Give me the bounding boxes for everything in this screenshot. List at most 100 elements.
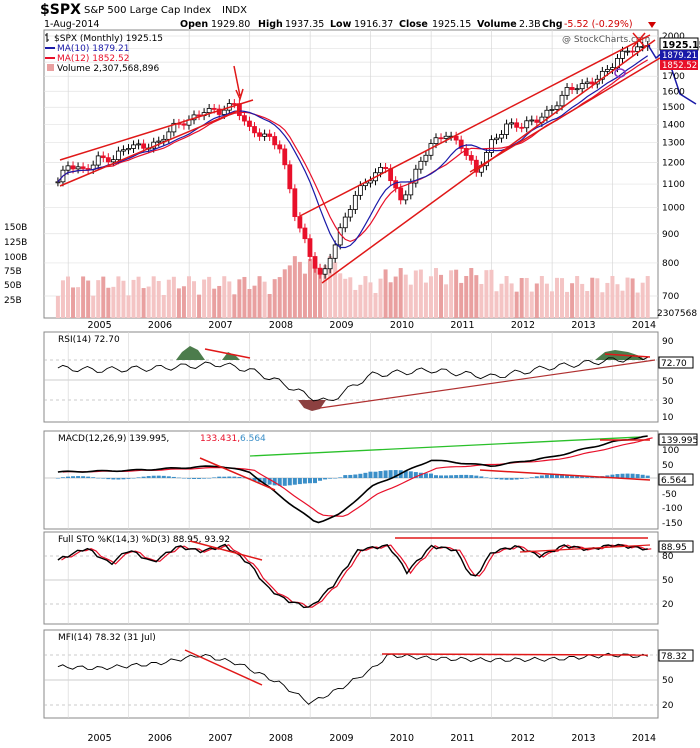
rsi-tick: 90 xyxy=(662,337,674,347)
volume-bar xyxy=(282,269,287,318)
candle-body xyxy=(105,157,111,163)
macd-hist-bar xyxy=(242,477,247,479)
rsi-tick: 30 xyxy=(662,397,674,407)
macd-title-hist: 6.564 xyxy=(240,434,266,444)
macd-title-signal: 133.431, xyxy=(200,434,240,444)
chart-header: $SPX S&P 500 Large Cap Index INDX 1-Aug-… xyxy=(40,2,656,30)
sto-k-line xyxy=(57,543,648,609)
macd-hist-bar xyxy=(212,477,217,478)
index-name: S&P 500 Large Cap Index xyxy=(84,5,211,16)
volume-bar xyxy=(81,276,86,318)
rsi-trendline-top-2007 xyxy=(204,348,251,359)
macd-tick: -150 xyxy=(662,519,683,529)
candle-body xyxy=(352,194,358,210)
macd-hist-bar xyxy=(549,474,554,478)
volume-bar xyxy=(292,256,297,318)
volume-bar xyxy=(272,279,277,318)
volume-bar xyxy=(338,273,343,318)
x-tick-label-top: 2010 xyxy=(390,320,414,331)
x-tick-label-top: 2013 xyxy=(571,320,595,331)
trendline-2005-2007-bottom xyxy=(59,109,241,187)
macd-hist-bar xyxy=(227,476,232,478)
volume-bar xyxy=(413,270,418,318)
macd-hist-bar xyxy=(494,478,499,480)
candle-body xyxy=(378,167,383,174)
volume-bar xyxy=(227,281,232,318)
close-value: 1925.15 xyxy=(432,19,471,30)
volume-legend-label: Volume 2,307,568,896 xyxy=(57,64,159,74)
macd-hist-bar xyxy=(590,476,595,478)
macd-hist-bar xyxy=(484,477,489,478)
low-label: Low xyxy=(330,19,352,30)
macd-hist-bar xyxy=(222,476,227,478)
sto-tick: 50 xyxy=(662,576,674,586)
macd-hist-bar xyxy=(232,476,237,478)
volume-tick: 75B xyxy=(4,267,22,277)
candle-body xyxy=(267,133,273,137)
macd-panel: MACD(12,26,9) 139.995, 133.431, 6.564 10… xyxy=(43,430,698,530)
candle-body xyxy=(75,166,81,170)
macd-hist-bar xyxy=(252,478,257,482)
candle-body xyxy=(136,143,141,146)
last-ma10-box xyxy=(660,50,698,60)
macd-hist-bar xyxy=(348,474,353,478)
macd-hist-bar xyxy=(146,476,151,478)
candle-body xyxy=(418,160,424,170)
volume-bar xyxy=(524,277,529,318)
sto-last-label: 88.95 xyxy=(661,543,687,553)
macd-hist-bar xyxy=(55,478,60,479)
mfi-tick: 20 xyxy=(662,701,674,711)
macd-hist-bar xyxy=(91,477,96,478)
candle-body xyxy=(322,268,328,275)
macd-hist-bar xyxy=(423,473,428,478)
volume-bar xyxy=(615,284,620,318)
down-triangle-icon xyxy=(648,22,656,28)
last-price-label: 1925.15 xyxy=(662,40,700,51)
macd-hist-bar xyxy=(620,473,625,478)
macd-hist-bar xyxy=(645,475,650,478)
volume-bar xyxy=(151,276,156,318)
candle-body xyxy=(398,187,404,201)
macd-hist-bar xyxy=(313,478,318,484)
macd-hist-bar xyxy=(151,475,156,478)
macd-hist-bar xyxy=(403,470,408,478)
price-tick: 1400 xyxy=(662,120,685,130)
macd-hist-bar xyxy=(469,475,474,478)
volume-bar xyxy=(590,277,595,318)
volume-bar xyxy=(353,289,358,318)
volume-bar xyxy=(348,277,353,318)
candle-body xyxy=(529,119,535,122)
candle-body xyxy=(584,81,590,85)
volume-bar xyxy=(363,276,368,318)
candle-body xyxy=(65,165,71,171)
macd-hist-trendline xyxy=(479,469,651,481)
macd-hist-bar xyxy=(60,477,65,478)
macd-hist-bar xyxy=(81,476,86,478)
price-tick: 1000 xyxy=(662,204,685,214)
candle-body xyxy=(327,257,333,270)
volume-bar xyxy=(549,291,554,318)
volume-legend-swatch xyxy=(47,64,54,71)
macd-hist-bar xyxy=(610,474,615,478)
candle-body xyxy=(70,165,76,170)
macd-hist-bar xyxy=(514,478,519,480)
volume-bar xyxy=(197,294,202,318)
last-ma12-label: 1852.52 xyxy=(662,61,697,71)
macd-hist-bar xyxy=(605,475,610,478)
candle-body xyxy=(100,155,106,159)
volume-bar xyxy=(106,287,111,318)
macd-panel-frame xyxy=(43,430,659,530)
macd-hist-bar xyxy=(176,477,181,479)
macd-hist-bar xyxy=(197,478,202,479)
candle-body xyxy=(357,185,363,196)
volume-bar xyxy=(192,281,197,318)
macd-hist-bar xyxy=(363,472,368,478)
candle-body xyxy=(307,238,313,257)
macd-last-label: 139.995 xyxy=(661,436,698,446)
candle-body xyxy=(509,122,515,125)
candle-body xyxy=(463,148,469,156)
volume-bar xyxy=(423,282,428,318)
candle-body xyxy=(247,120,252,127)
mfi-trendline-2007 xyxy=(184,649,263,686)
volume-bar xyxy=(55,296,60,318)
